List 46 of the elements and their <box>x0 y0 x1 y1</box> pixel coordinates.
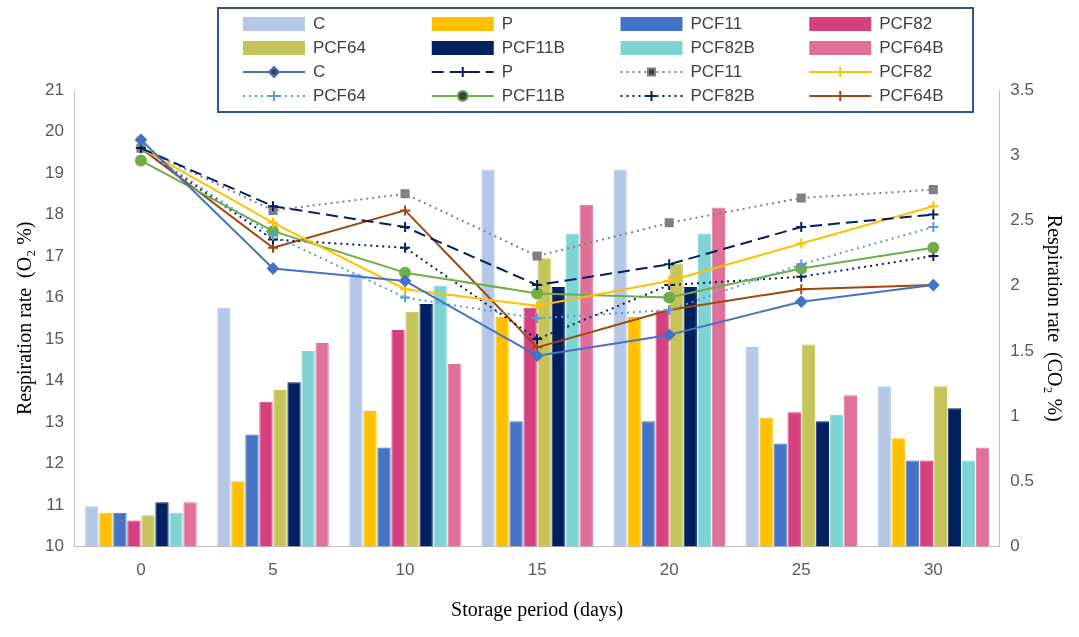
legend-label: PCF11B <box>501 37 565 57</box>
y2-axis-title: Respiration rate (CO₂ %) <box>1042 214 1066 422</box>
y2-tick-label: 0 <box>1010 536 1020 556</box>
y-tick-label: 11 <box>46 494 64 514</box>
legend-label: PCF64 <box>313 37 366 57</box>
y2-tick-label: 3.5 <box>1010 79 1035 99</box>
x-tick-label: 20 <box>659 560 679 580</box>
y-tick-label: 18 <box>44 204 64 224</box>
y-tick-label: 19 <box>44 162 64 182</box>
x-tick-label: 15 <box>527 560 547 580</box>
y2-tick-label: 2.5 <box>1010 210 1035 230</box>
y-axis-title: Respiration rate (O₂ %) <box>13 221 37 416</box>
y2-tick-label: 3 <box>1010 144 1020 164</box>
y2-tick-label: 2 <box>1010 275 1020 295</box>
y2-tick-label: 1.5 <box>1010 340 1035 360</box>
legend-label: PCF64B <box>879 37 944 57</box>
y-tick-label: 12 <box>44 453 64 473</box>
legend-label: PCF64 <box>313 85 366 105</box>
x-tick-label: 10 <box>395 560 415 580</box>
y-tick-label: 17 <box>44 245 64 265</box>
y-tick-label: 15 <box>44 328 64 348</box>
y2-tick-label: 1 <box>1010 405 1020 425</box>
x-tick-label: 25 <box>791 560 811 580</box>
legend-label: PCF82B <box>690 37 755 57</box>
legend-label: PCF82 <box>879 61 933 81</box>
y-tick-label: 21 <box>44 79 64 99</box>
legend-label: PCF82B <box>690 85 755 105</box>
legend-label: PCF11B <box>501 85 565 105</box>
legend-label: P <box>501 61 514 81</box>
x-tick-label: 5 <box>268 560 278 580</box>
y-tick-label: 16 <box>44 287 64 307</box>
legend-label: PCF82 <box>879 13 933 33</box>
legend-label: P <box>501 13 514 33</box>
y2-tick-label: 0.5 <box>1010 471 1035 491</box>
x-tick-label: 30 <box>923 560 943 580</box>
y-tick-label: 10 <box>44 536 64 556</box>
y-tick-label: 20 <box>44 121 64 141</box>
x-axis-title: Storage period (days) <box>451 598 624 622</box>
y-tick-label: 13 <box>44 411 64 431</box>
legend-label: C <box>313 13 326 33</box>
legend-label: PCF11 <box>690 13 743 33</box>
legend-label: C <box>313 61 326 81</box>
legend-label: PCF64B <box>879 85 944 105</box>
legend-label: PCF11 <box>690 61 743 81</box>
x-tick-label: 0 <box>136 560 146 580</box>
y-tick-label: 14 <box>44 370 64 390</box>
